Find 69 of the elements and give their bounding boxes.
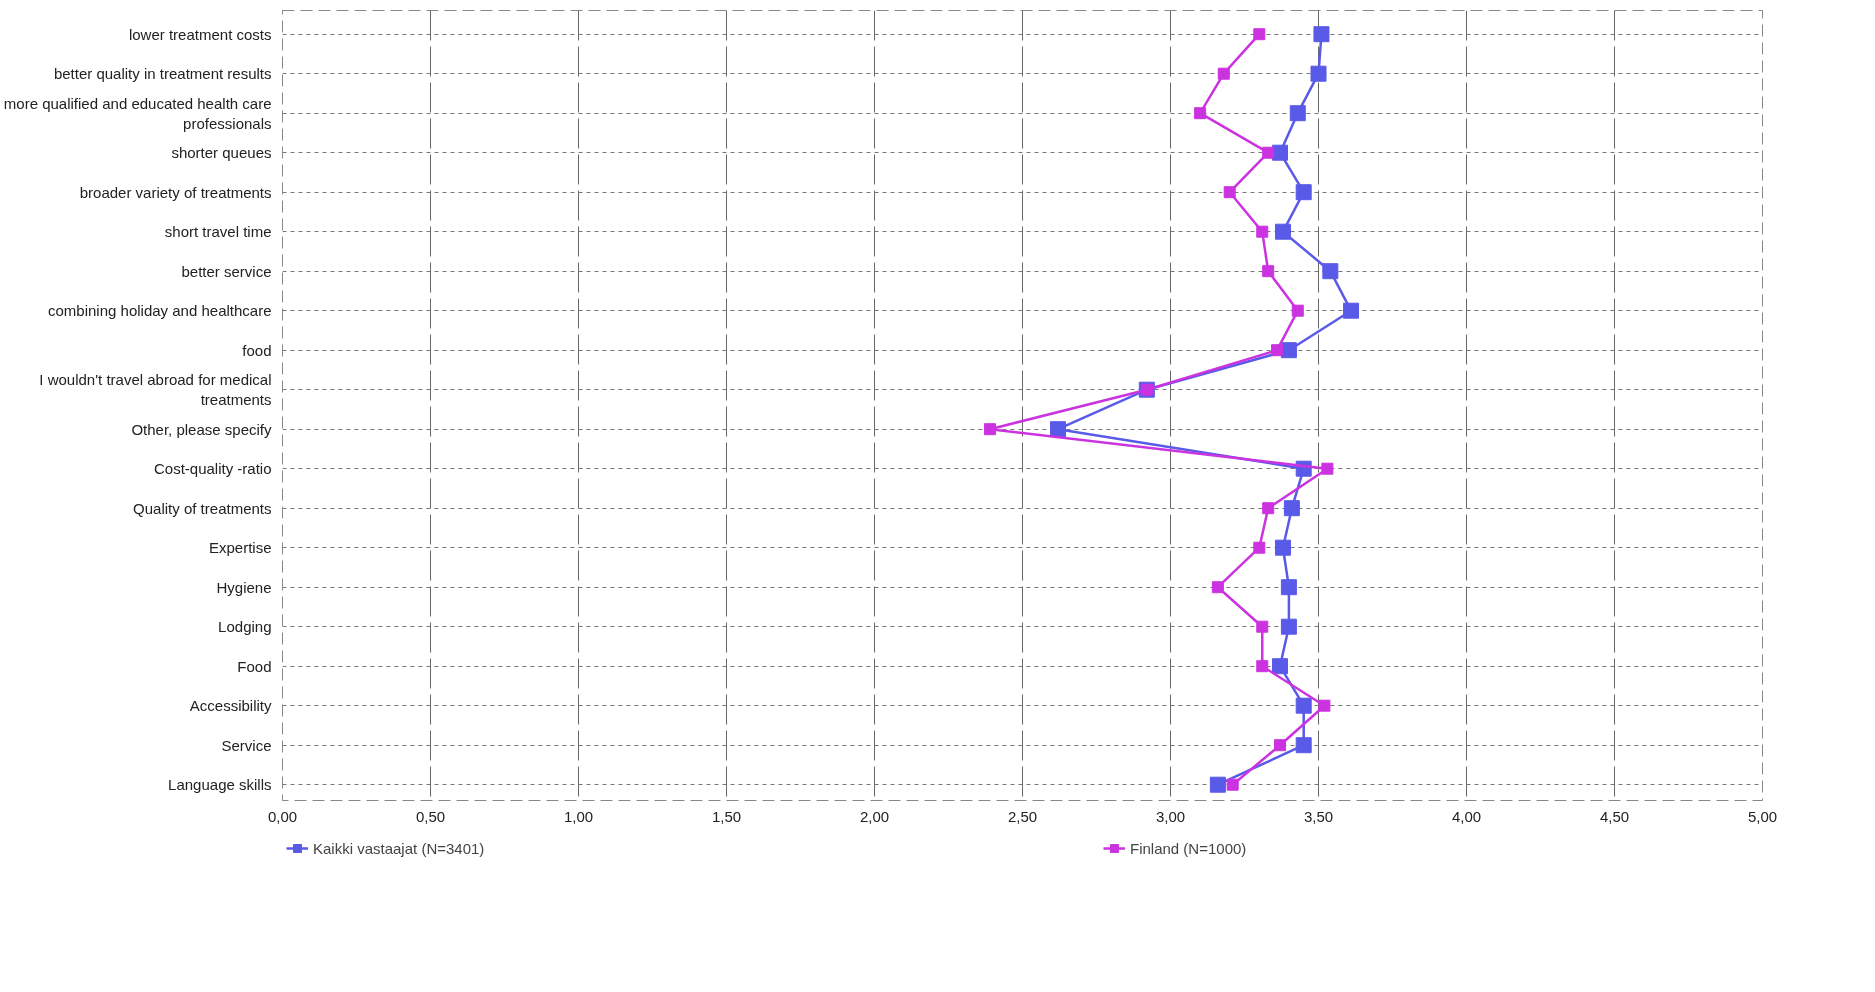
x-tick-label: 4,00 [1451,807,1482,825]
point [1289,105,1306,122]
point [1272,144,1289,161]
point [1321,462,1334,475]
y-tick-label: Lodging [218,618,272,636]
x-tick-label: 3,00 [1155,807,1186,825]
y-tick-label: short travel time [164,223,272,241]
point [1283,500,1300,517]
point [1318,699,1331,712]
y-tick-label: broader variety of treatments [79,183,272,201]
point [1256,660,1269,673]
legend-label: Kaikki vastaajat (N=3401) [313,839,486,857]
point [1274,223,1291,240]
point [1194,107,1207,120]
legend-label: Finland (N=1000) [1130,839,1248,857]
point [1295,737,1312,754]
point [1280,618,1297,635]
y-tick-label: lower treatment costs [128,25,272,43]
point [1050,421,1067,438]
y-tick-label: Accessibility [189,697,272,715]
x-tick-label: 4,50 [1599,807,1630,825]
point [1271,344,1284,357]
y-tick-label: Other, please specify [131,420,272,438]
point [1272,658,1289,675]
point [1253,541,1266,554]
point [1223,186,1236,199]
x-tick-label: 3,50 [1303,807,1334,825]
y-tick-label: Service [221,736,272,754]
point [983,423,996,436]
y-tick-label: Language skills [168,776,272,794]
y-tick-label: Hygiene [216,578,272,596]
point [1209,776,1226,793]
point [1262,502,1275,515]
x-tick-label: 0,50 [415,807,446,825]
point [1313,26,1330,43]
point [1295,697,1312,714]
y-tick-label: more qualified and educated health care professionals [3,94,272,132]
y-tick-label: shorter queues [171,144,272,162]
point [1226,778,1239,791]
x-tick-label: 1,00 [563,807,594,825]
point [1295,184,1312,201]
point [1262,265,1275,278]
point [1256,620,1269,633]
point [1211,581,1224,594]
x-tick-label: 2,50 [1007,807,1038,825]
y-tick-label: Cost-quality -ratio [153,460,272,478]
point [1280,579,1297,596]
y-tick-label: food [242,341,272,359]
x-tick-label: 2,00 [859,807,890,825]
point [1274,739,1287,752]
x-tick-label: 0,00 [267,807,298,825]
y-tick-label: Food [237,657,272,675]
point [1217,67,1230,80]
y-tick-label: Expertise [208,539,272,557]
x-tick-label: 1,50 [711,807,742,825]
point [1291,304,1304,317]
point [1322,263,1339,280]
y-tick-label: Quality of treatments [133,499,272,517]
point [1310,65,1327,82]
y-tick-label: better service [181,262,272,280]
x-tick-label: 5,00 [1747,807,1778,825]
point [1343,302,1360,319]
y-tick-label: I wouldn't travel abroad for medical treatments [39,371,272,409]
y-tick-label: better quality in treatment results [53,65,272,83]
point [1256,225,1269,238]
y-tick-label: combining holiday and healthcare [48,302,272,320]
point [1253,28,1266,41]
point [1274,539,1291,556]
point [1262,146,1275,159]
